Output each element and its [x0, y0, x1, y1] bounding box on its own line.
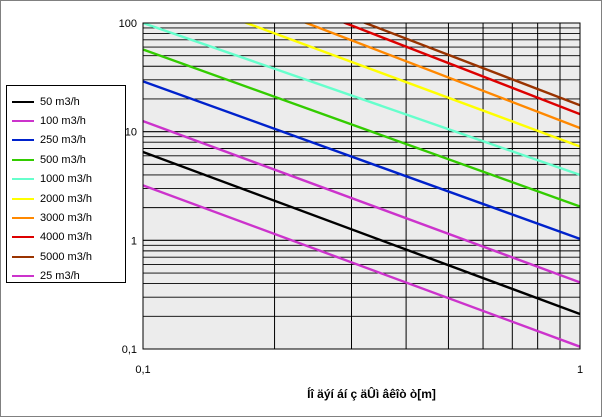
series-layer	[143, 23, 580, 348]
y-tick-label: 100	[119, 18, 137, 30]
legend-swatch	[12, 139, 34, 142]
x-tick-label: 1	[577, 364, 583, 376]
series-line-5	[243, 23, 580, 148]
legend: 50 m3/h 100 m3/h 250 m3/h 500 m3/h 1000 m3/h…	[6, 85, 126, 283]
x-axis-title: Íî äýí áí ç äÛì âêîò ò[m]	[307, 386, 436, 401]
legend-item: 3000 m3/h	[7, 208, 125, 227]
series-line-8	[361, 23, 580, 107]
legend-label: 4000 m3/h	[40, 231, 92, 244]
series-line-3	[143, 48, 580, 208]
legend-swatch	[12, 178, 34, 181]
series-line-7	[341, 23, 580, 116]
series-line-6	[303, 23, 580, 130]
legend-item: 2000 m3/h	[7, 189, 125, 208]
series-line-0	[143, 150, 580, 316]
legend-item: 500 m3/h	[7, 150, 125, 169]
legend-label: 250 m3/h	[40, 134, 86, 147]
legend-swatch	[12, 158, 34, 161]
series-line-9	[143, 184, 580, 348]
legend-item: 1000 m3/h	[7, 170, 125, 189]
legend-label: 50 m3/h	[40, 95, 80, 108]
series-line-4	[143, 23, 580, 177]
series-line-2	[143, 80, 580, 241]
legend-label: 1000 m3/h	[40, 173, 92, 186]
legend-item: 100 m3/h	[7, 111, 125, 130]
y-tick-label: 1	[131, 235, 137, 247]
legend-swatch	[12, 236, 34, 239]
legend-item: 250 m3/h	[7, 131, 125, 150]
legend-swatch	[12, 217, 34, 220]
legend-item: 5000 m3/h	[7, 247, 125, 266]
y-tick-label: 0,1	[122, 344, 137, 356]
legend-label: 3000 m3/h	[40, 212, 92, 225]
legend-swatch	[12, 100, 34, 103]
legend-item: 25 m3/h	[7, 267, 125, 286]
legend-label: 100 m3/h	[40, 115, 86, 128]
legend-item: 50 m3/h	[7, 92, 125, 111]
legend-swatch	[12, 275, 34, 278]
tick-labels: 0,1 1 10 100 0,1 1	[119, 18, 583, 376]
legend-swatch	[12, 120, 34, 123]
grid	[143, 23, 580, 349]
legend-label: 25 m3/h	[40, 270, 80, 283]
plot-border	[142, 22, 581, 350]
x-tick-label: 0,1	[135, 364, 150, 376]
y-tick-label: 10	[125, 127, 137, 139]
legend-label: 2000 m3/h	[40, 192, 92, 205]
legend-swatch	[12, 197, 34, 200]
legend-label: 5000 m3/h	[40, 250, 92, 263]
series-line-1	[143, 119, 580, 284]
legend-label: 500 m3/h	[40, 153, 86, 166]
legend-item: 4000 m3/h	[7, 228, 125, 247]
legend-swatch	[12, 255, 34, 258]
